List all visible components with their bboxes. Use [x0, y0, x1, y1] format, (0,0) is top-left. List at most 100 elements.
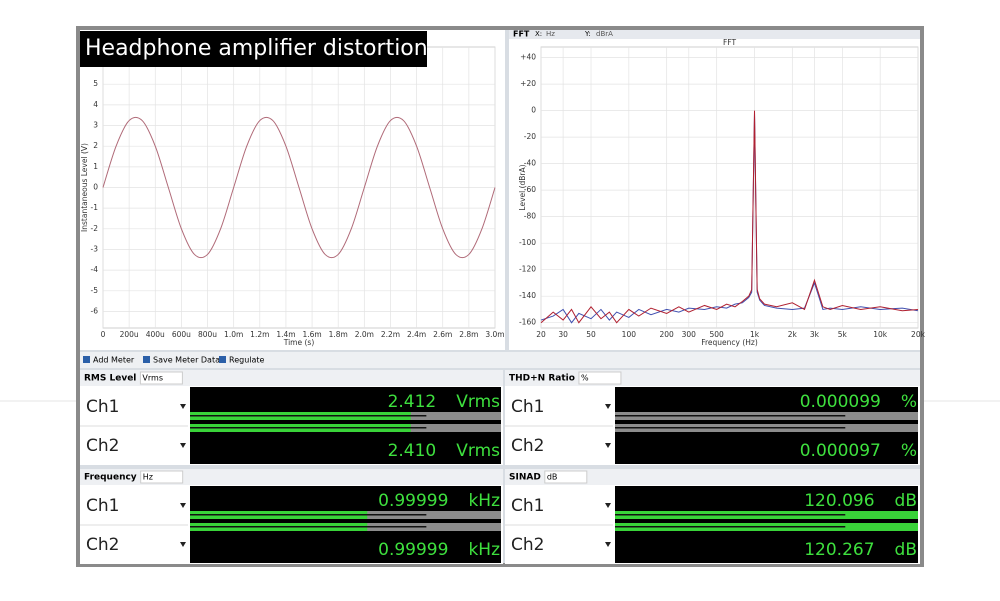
- channel-dropdown[interactable]: [180, 542, 186, 547]
- bar-tick: [615, 415, 846, 417]
- y-tick-label: -40: [524, 159, 536, 168]
- title: Headphone amplifier distortion: [85, 36, 428, 61]
- channel-label: Ch1: [511, 397, 544, 417]
- x-tick-label: 1.4m: [276, 330, 295, 339]
- title-overlay: [80, 31, 427, 67]
- fft-y-label: Y:: [584, 30, 591, 38]
- x-tick-label: 3.0m: [485, 330, 504, 339]
- x-tick-label: 2.6m: [433, 330, 452, 339]
- meter-unit[interactable]: Hz: [143, 473, 153, 482]
- channel-dropdown[interactable]: [605, 443, 611, 448]
- channel-dropdown[interactable]: [180, 503, 186, 508]
- meter-value: 120.267: [804, 540, 874, 560]
- meter-value: 0.99999: [378, 540, 448, 560]
- value-unit: dB: [895, 540, 917, 560]
- meter-title: Frequency: [84, 473, 137, 483]
- meter-value: 2.412: [388, 392, 437, 412]
- meter-header: [80, 370, 503, 386]
- bar-tick: [615, 526, 846, 528]
- meter-value: 0.000099: [800, 392, 881, 412]
- y-tick-label: -5: [91, 286, 99, 295]
- y-tick-label: -1: [91, 203, 99, 212]
- x-axis-label: Time (s): [283, 338, 315, 347]
- y-tick-label: 1: [93, 162, 98, 171]
- bar-tick: [190, 526, 427, 528]
- x-tick-label: 30: [558, 330, 568, 339]
- y-tick-label: -3: [91, 244, 99, 253]
- fft-x-unit[interactable]: Hz: [546, 30, 555, 38]
- y-tick-label: -2: [91, 224, 99, 233]
- x-tick-label: 20: [536, 330, 546, 339]
- meter-value: 120.096: [804, 491, 874, 511]
- channel-label: Ch2: [511, 436, 544, 456]
- y-tick-label: -4: [91, 265, 99, 274]
- meter-toolbar: [80, 352, 920, 368]
- y-tick-label: 0: [531, 106, 536, 115]
- channel-label: Ch1: [511, 496, 544, 516]
- x-tick-label: 500: [710, 330, 725, 339]
- meter-unit[interactable]: %: [581, 374, 589, 383]
- fft-header: [509, 30, 920, 39]
- channel-dropdown[interactable]: [605, 503, 611, 508]
- save-icon: [143, 356, 150, 363]
- toolbar-regulate[interactable]: Regulate: [229, 356, 265, 365]
- x-tick-label: 1.2m: [250, 330, 269, 339]
- meter-header: [80, 469, 503, 485]
- bar-tick: [190, 514, 427, 516]
- y-tick-label: +20: [520, 79, 536, 88]
- x-tick-label: 2.8m: [459, 330, 478, 339]
- channel-label: Ch1: [86, 496, 119, 516]
- add-icon: [83, 356, 90, 363]
- channel-dropdown[interactable]: [180, 404, 186, 409]
- x-tick-label: 100: [622, 330, 637, 339]
- channel-label: Ch2: [511, 535, 544, 555]
- channel-dropdown[interactable]: [180, 443, 186, 448]
- bar-tick: [615, 514, 846, 516]
- x-tick-label: 800u: [198, 330, 217, 339]
- y-tick-label: -120: [519, 265, 536, 274]
- fft-y-unit[interactable]: dBrA: [596, 30, 613, 38]
- x-tick-label: 3k: [810, 330, 820, 339]
- meter-unit[interactable]: Vrms: [142, 374, 163, 383]
- x-tick-label: 600u: [172, 330, 191, 339]
- y-tick-label: -60: [524, 185, 536, 194]
- meter-value: 2.410: [388, 441, 437, 461]
- toolbar-add-meter[interactable]: Add Meter: [93, 356, 135, 365]
- y-tick-label: 3: [93, 121, 98, 130]
- meter-title: RMS Level: [84, 374, 136, 384]
- meters: RMS Level Vrms Ch1 Vrms 2.412 Ch2 Vrms 2.410 THD…: [80, 370, 920, 564]
- unit-dropdown[interactable]: [140, 470, 184, 484]
- y-tick-label: 5: [93, 79, 98, 88]
- channel-dropdown[interactable]: [605, 542, 611, 547]
- unit-dropdown[interactable]: [578, 371, 622, 385]
- unit-dropdown[interactable]: [544, 470, 588, 484]
- bar-tick: [190, 415, 427, 417]
- x-tick-label: 2.4m: [407, 330, 426, 339]
- value-unit: Vrms: [456, 441, 500, 461]
- y-tick-label: -100: [519, 238, 536, 247]
- bar-tick: [615, 427, 846, 429]
- x-tick-label: 1k: [750, 330, 760, 339]
- x-tick-label: 2.2m: [381, 330, 400, 339]
- x-tick-label: 5k: [838, 330, 848, 339]
- x-tick-label: 300: [682, 330, 697, 339]
- y-tick-label: -6: [91, 306, 99, 315]
- fft-x-label: X:: [535, 30, 542, 38]
- y-tick-label: -80: [524, 212, 536, 221]
- x-tick-label: 200: [660, 330, 675, 339]
- x-tick-label: 1.6m: [302, 330, 321, 339]
- meter-unit[interactable]: dB: [547, 473, 558, 482]
- y-tick-label: 4: [93, 100, 98, 109]
- value-unit: kHz: [468, 491, 500, 511]
- channel-dropdown[interactable]: [605, 404, 611, 409]
- x-tick-label: 1.8m: [329, 330, 348, 339]
- unit-dropdown[interactable]: [139, 371, 183, 385]
- series-line: [540, 113, 919, 324]
- meter-title: SINAD: [509, 473, 541, 483]
- channel-label: Ch2: [86, 535, 119, 555]
- y-tick-label: -140: [519, 291, 536, 300]
- bar-tick: [190, 427, 427, 429]
- toolbar-save[interactable]: Save Meter Data: [153, 356, 220, 365]
